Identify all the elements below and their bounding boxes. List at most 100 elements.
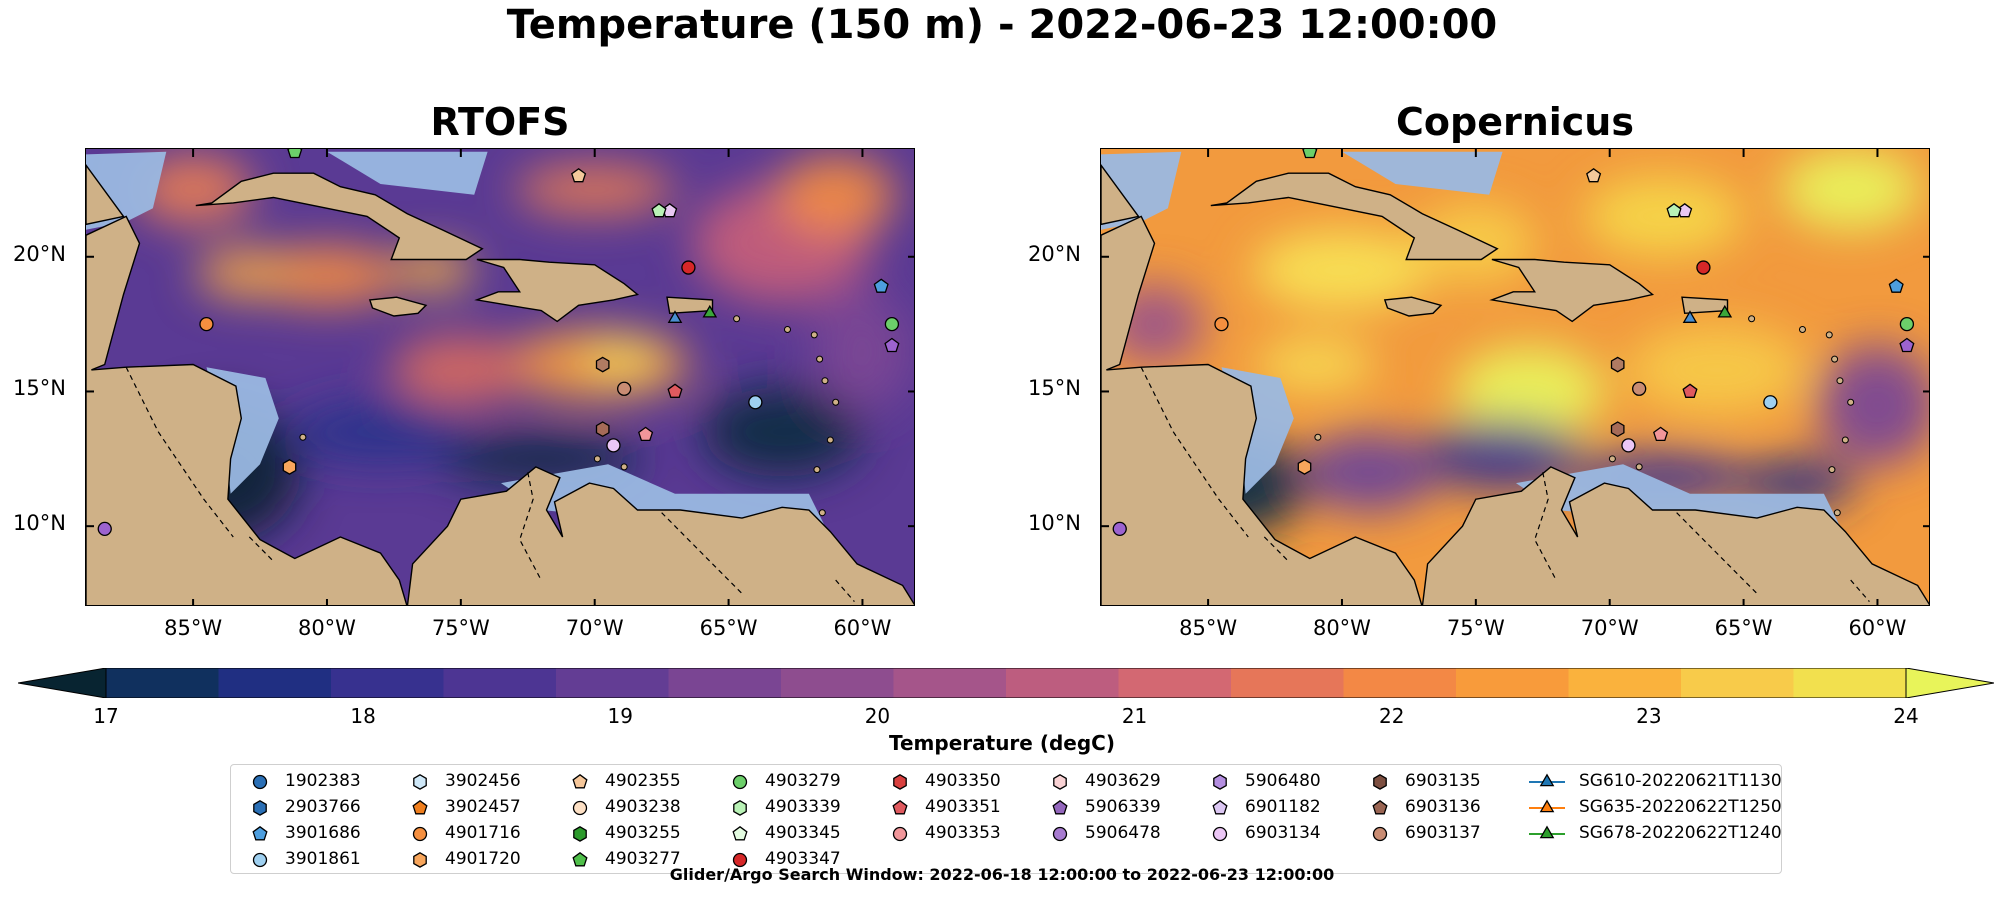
legend-label: 3901861 — [285, 849, 361, 869]
obs-marker-SG610-20220621T1130-0-18 — [667, 310, 683, 323]
legend-label: 6903136 — [1405, 797, 1481, 817]
y-tick-label: 10°N — [1028, 511, 1081, 536]
obs-marker-1902383-1-4 — [1888, 278, 1904, 293]
map-panel-copernicus — [1100, 148, 1930, 606]
obs-marker-4903351-0-10 — [667, 383, 683, 398]
obs-marker-6903135-1-8 — [1610, 356, 1625, 373]
legend-label: 4903345 — [765, 823, 841, 843]
obs-marker-6903136-0-12 — [595, 421, 610, 438]
colorbar-segment — [218, 668, 332, 698]
legend-item: SG678-20220622T1240 — [1529, 823, 1782, 843]
legend-item: 4901720 — [409, 849, 521, 869]
legend-marker-4903347 — [732, 852, 748, 868]
obs-marker-6903134-0-14 — [606, 438, 621, 453]
obs-marker-4903279-0-5 — [884, 316, 900, 332]
colorbar-segment — [331, 668, 444, 698]
legend-item: 6901182 — [1209, 797, 1321, 817]
legend-marker-4903255 — [573, 826, 587, 842]
legend-marker-4903351 — [892, 799, 908, 815]
legend-label: 4903351 — [925, 797, 1001, 817]
obs-marker-5906478-1-16 — [1112, 521, 1127, 537]
obs-marker-4901720-1-15 — [1297, 459, 1312, 475]
obs-marker-4903347-0-3 — [681, 260, 696, 275]
obs-marker-6903137-0-9 — [617, 381, 632, 396]
obs-marker-6903137-1-9 — [1632, 381, 1647, 396]
colorbar-segment — [668, 668, 782, 698]
legend-label: 6903134 — [1245, 823, 1321, 843]
legend-label: 4903279 — [765, 771, 841, 791]
legend-label: SG635-20220622T1250 — [1579, 797, 1782, 817]
x-tick-label: 75°W — [1446, 616, 1505, 640]
legend-item: 4903255 — [569, 823, 681, 843]
obs-marker-4903347-1-3 — [1696, 260, 1711, 275]
x-tick-label: 70°W — [1580, 616, 1639, 640]
legend-label: 5906339 — [1085, 797, 1161, 817]
legend-label: 6903135 — [1405, 771, 1481, 791]
obs-marker-4901716-0-7 — [199, 316, 214, 332]
x-tick-label: 70°W — [565, 616, 624, 640]
legend-label: 5906478 — [1085, 823, 1161, 843]
legend-marker-6903135 — [1373, 774, 1387, 790]
obs-marker-5906478-0-16 — [97, 521, 112, 537]
obs-marker-6903134-1-14 — [1621, 438, 1636, 453]
legend-item: 3902456 — [409, 771, 521, 791]
legend-marker-4903238 — [572, 800, 588, 816]
colorbar-segment — [1006, 668, 1119, 698]
legend-label: 4902355 — [605, 771, 681, 791]
legend-marker-SG610-20220621T1130 — [1539, 773, 1555, 787]
legend-marker-5906339 — [1052, 799, 1068, 815]
legend-item: 6903136 — [1369, 797, 1481, 817]
legend-marker-6903136 — [1372, 799, 1388, 815]
legend-marker-4903277 — [572, 851, 588, 867]
legend-label: 4901720 — [445, 849, 521, 869]
colorbar-tick-label: 20 — [864, 704, 891, 728]
colorbar-segment — [443, 668, 557, 698]
legend-marker-4903350 — [893, 774, 907, 790]
legend-item: 3901686 — [249, 823, 361, 843]
legend-item: 5906339 — [1049, 797, 1161, 817]
legend-item: 4903350 — [889, 771, 1001, 791]
legend-label: SG678-20220622T1240 — [1579, 823, 1782, 843]
x-tick-label: 80°W — [1312, 616, 1371, 640]
obs-marker-3901861-0-11 — [748, 395, 763, 410]
legend-label: 4903350 — [925, 771, 1001, 791]
colorbar-tick-label: 19 — [607, 704, 634, 728]
y-tick-label: 15°N — [1028, 376, 1081, 401]
x-tick-label: 60°W — [1848, 616, 1907, 640]
colorbar-segment — [1681, 668, 1794, 698]
colorbar-tick-label: 23 — [1636, 704, 1662, 728]
obs-marker-4903353-1-13 — [1653, 426, 1669, 442]
legend-label: 4903255 — [605, 823, 681, 843]
legend-label: 4903629 — [1085, 771, 1161, 791]
legend-marker-4901716 — [412, 826, 428, 842]
colorbar-segment — [1456, 668, 1569, 698]
legend-item: 4903277 — [569, 849, 681, 869]
map-panel-rtofs — [85, 148, 915, 606]
legend-item: 4903238 — [569, 797, 681, 817]
obs-marker-6903135-0-8 — [595, 356, 610, 373]
obs-marker-4903351-1-10 — [1682, 383, 1698, 398]
obs-marker-4902355-0-0 — [571, 167, 587, 183]
colorbar-segment — [1568, 668, 1682, 698]
obs-marker-4902355-1-0 — [1586, 167, 1602, 183]
legend-label: 4903339 — [765, 797, 841, 817]
obs-marker-5906339-1-6 — [1899, 337, 1915, 353]
legend-label: 4901716 — [445, 823, 521, 843]
panel-title-rtofs: RTOFS — [430, 100, 570, 144]
search-window-note: Glider/Argo Search Window: 2022-06-18 12… — [669, 865, 1335, 884]
legend-label: 6903137 — [1405, 823, 1481, 843]
legend-label: 5906480 — [1245, 771, 1321, 791]
obs-marker-3901861-1-11 — [1763, 395, 1778, 410]
legend-marker-2903766 — [253, 800, 267, 816]
x-tick-label: 80°W — [297, 616, 356, 640]
obs-marker-4903277-0-17 — [287, 149, 303, 159]
obs-marker-1902383-0-4 — [873, 278, 889, 293]
legend-item: 4903347 — [729, 849, 841, 869]
obs-marker-SG678-20220622T1240-1-19 — [1717, 304, 1733, 318]
x-tick-label: 75°W — [431, 616, 490, 640]
colorbar-segment — [1118, 668, 1232, 698]
legend-item: 2903766 — [249, 797, 361, 817]
obs-marker-4903277-1-17 — [1302, 149, 1318, 159]
legend-marker-4901720 — [413, 852, 427, 868]
legend: 1902383 2903766 3901686 3901861 3902456 39024… — [230, 764, 1782, 874]
